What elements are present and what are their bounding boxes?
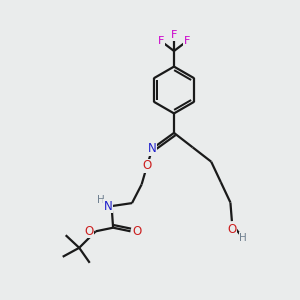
Text: O: O — [227, 223, 236, 236]
Text: N: N — [103, 200, 112, 213]
Text: F: F — [171, 30, 177, 40]
Text: F: F — [183, 36, 190, 46]
Text: O: O — [133, 225, 142, 238]
Text: N: N — [148, 142, 157, 155]
Text: F: F — [158, 36, 165, 46]
Text: H: H — [239, 232, 247, 243]
Text: H: H — [97, 194, 105, 205]
Text: O: O — [142, 159, 152, 172]
Text: O: O — [85, 225, 94, 238]
